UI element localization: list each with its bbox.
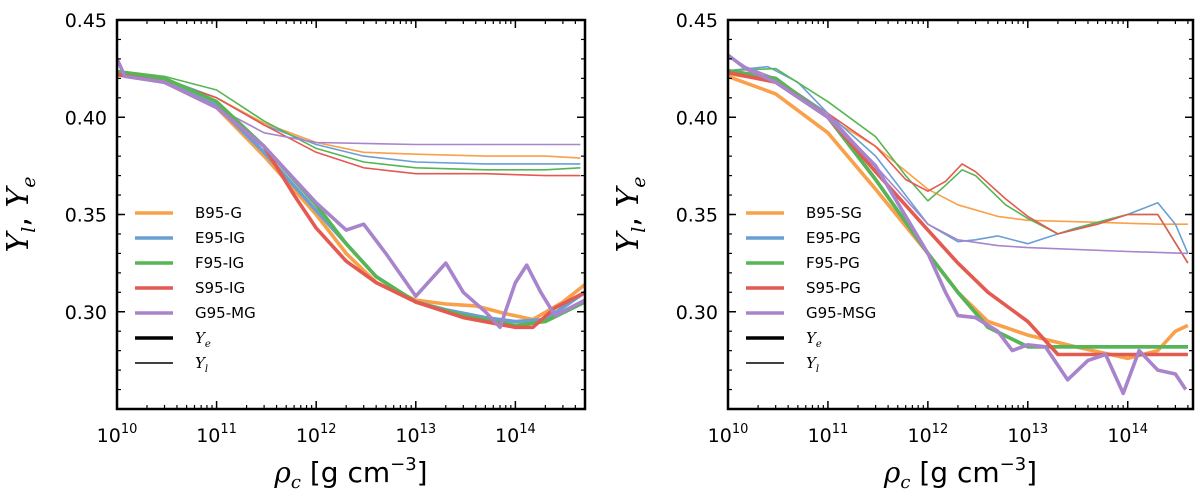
series-line-yl-g95-msg: [728, 54, 1188, 255]
series-line-yl-g95-mg: [117, 58, 581, 146]
x-tick-label: 1010: [708, 422, 749, 447]
legend-label: F95-IG: [195, 254, 244, 272]
legend-label: G95-MSG: [806, 304, 876, 322]
x-tick-label: 1012: [907, 422, 948, 447]
legend-label: E95-PG: [806, 229, 861, 247]
y-tick-label: 0.45: [65, 10, 107, 32]
series-line-yl-e95-pg: [728, 65, 1189, 254]
legend: B95-SG E95-PG F95-PG S95-PG G95-MSG Ye Yl: [746, 204, 876, 375]
x-axis-label: ρc [g cm−3]: [883, 454, 1037, 493]
legend: B95-G E95-IG F95-IG S95-IG G95-MG Ye Yl: [135, 204, 256, 375]
legend-label: B95-G: [195, 204, 242, 222]
series-lines: [728, 53, 1189, 396]
x-tick-label: 1010: [97, 422, 138, 447]
y-tick-label: 0.30: [65, 302, 107, 324]
y-tick-label: 0.40: [676, 107, 718, 129]
series-line-yl-f95-ig: [117, 69, 581, 171]
series-lines: [117, 58, 585, 330]
x-tick-label: 1013: [1007, 422, 1048, 447]
legend-label: S95-PG: [806, 279, 861, 297]
legend-label: Ye: [806, 329, 822, 350]
x-tick-label: 1014: [495, 422, 536, 447]
series-line-ye-g95-mg: [117, 58, 585, 330]
legend-label: Ye: [195, 329, 211, 350]
series-line-ye-g95-msg: [728, 53, 1188, 396]
legend-label: Yl: [195, 354, 208, 375]
x-tick-label: 1013: [395, 422, 436, 447]
y-tick-label: 0.35: [676, 205, 718, 227]
series-line-ye-f95-ig: [117, 70, 585, 328]
series-line-yl-s95-pg: [728, 71, 1189, 264]
legend-label: G95-MG: [195, 304, 256, 322]
series-line-ye-e95-pg: [728, 68, 1188, 349]
y-tick-label: 0.40: [65, 107, 107, 129]
y-axis-label: Yl, Ye: [611, 176, 650, 252]
x-axis-label: ρc [g cm−3]: [273, 454, 427, 493]
legend-label: E95-IG: [195, 229, 245, 247]
series-line-ye-f95-pg: [728, 68, 1188, 349]
y-axis-label: Yl, Ye: [1, 176, 40, 252]
x-tick-label: 1011: [808, 422, 849, 447]
legend-label: S95-IG: [195, 279, 245, 297]
plot-frame: [115, 18, 587, 411]
legend-label: B95-SG: [806, 204, 862, 222]
x-tick-label: 1011: [196, 422, 237, 447]
right-panel: 1010 1011 1012 1013 1014 0.30 0.35 0.40 0.45 ρc […: [611, 10, 1195, 493]
x-tick-label: 1012: [296, 422, 337, 447]
y-tick-label: 0.35: [65, 205, 107, 227]
y-tick-label: 0.30: [676, 302, 718, 324]
axis-ticks: 1010 1011 1012 1013 1014 0.30 0.35 0.40 0.45: [676, 10, 1193, 447]
series-line-ye-b95-sg: [728, 74, 1189, 361]
legend-label: F95-PG: [806, 254, 860, 272]
plot-frame: [726, 18, 1195, 411]
x-tick-label: 1014: [1107, 422, 1148, 447]
series-line-yl-f95-pg: [728, 67, 1189, 264]
left-panel: 1010 1011 1012 1013 1014 0.30 0.35 0.40 0.45 ρc […: [1, 10, 587, 493]
legend-label: Yl: [806, 354, 819, 375]
y-tick-label: 0.45: [676, 10, 718, 32]
